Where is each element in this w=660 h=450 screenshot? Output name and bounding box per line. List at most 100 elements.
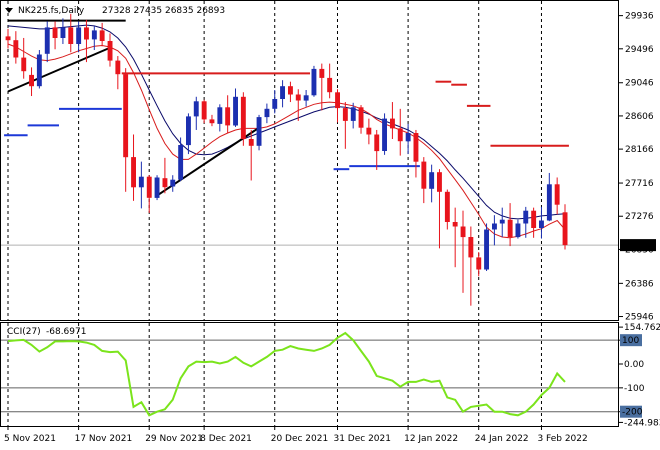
- collapse-triangle-icon[interactable]: [5, 8, 13, 13]
- candle-body-65: [515, 223, 521, 238]
- candle-body-36: [288, 86, 293, 95]
- cci-series: [7, 331, 566, 417]
- candle-body-63: [499, 219, 505, 224]
- candle-body-10: [84, 27, 89, 40]
- candle-body-64: [507, 219, 513, 237]
- candle-body-16: [131, 157, 136, 188]
- price-axis: 2993629496290462860628166277162727626836…: [619, 12, 656, 323]
- cci-tick-label-0: 154.7623: [624, 323, 660, 333]
- fast-moving-average-line: [7, 43, 566, 239]
- candle-body-47: [374, 134, 380, 152]
- ohlc-values: 27328 27435 26835 26893: [102, 6, 225, 16]
- candle-body-71: [562, 212, 568, 246]
- price-tick-label-5: 27716: [625, 179, 654, 189]
- candle-body-69: [546, 184, 552, 221]
- cci-tick-label-3: -100: [624, 384, 645, 394]
- candle-body-31: [248, 139, 254, 146]
- candle-body-57: [452, 222, 458, 227]
- price-tick-label-0: 29936: [625, 12, 654, 22]
- cci-level-badge-1: [620, 334, 642, 347]
- candle-body-32: [256, 117, 262, 146]
- cci-tick-label-1: 100: [622, 336, 639, 346]
- candle-body-70: [554, 184, 560, 205]
- candle-body-4: [36, 54, 42, 87]
- cci-level-badge-4: [620, 405, 642, 418]
- candle-body-12: [99, 30, 105, 41]
- candle-body-14: [115, 60, 121, 75]
- candle-body-37: [295, 94, 301, 101]
- candle-body-60: [476, 257, 482, 270]
- candle-body-43: [342, 108, 348, 121]
- candle-body-7: [60, 27, 66, 38]
- cci-axis: 154.7623 100 0.00 -100 -200-244.983: [619, 323, 660, 428]
- price-overlays: [4, 19, 569, 239]
- candle-body-55: [437, 172, 442, 192]
- candle-body-18: [146, 176, 152, 198]
- time-tick-label-2: 29 Nov 2021: [145, 434, 203, 444]
- cci-current-value: -68.6971: [46, 327, 86, 337]
- candle-body-29: [233, 96, 238, 126]
- candle-body-39: [311, 68, 317, 96]
- cci-panel-frame: [0, 322, 619, 427]
- candle-body-19: [154, 177, 160, 198]
- candle-body-44: [350, 107, 356, 121]
- candle-body-61: [484, 229, 489, 270]
- price-tick-label-6: 27276: [625, 212, 654, 222]
- candle-body-54: [429, 172, 435, 189]
- time-tick-label-3: 8 Dec 2021: [200, 434, 252, 444]
- candle-body-27: [217, 107, 223, 124]
- candle-body-21: [170, 179, 176, 187]
- cci-grid: [0, 323, 619, 426]
- current-price-badge: [620, 239, 656, 252]
- trend-line-0: [7, 46, 111, 93]
- price-candles: [5, 13, 568, 306]
- candle-body-8: [68, 27, 74, 44]
- cci-tick-label-4: -200: [622, 408, 643, 418]
- time-tick-label-4: 20 Dec 2021: [271, 434, 329, 444]
- candle-body-23: [186, 116, 191, 146]
- candle-body-62: [492, 223, 497, 230]
- candle-body-13: [107, 41, 113, 61]
- candle-body-15: [123, 74, 129, 158]
- current-price-label: 26893: [622, 241, 651, 251]
- candle-body-34: [272, 99, 278, 109]
- candle-body-30: [240, 96, 246, 139]
- candle-body-67: [531, 210, 537, 228]
- candle-body-51: [405, 133, 411, 142]
- candle-body-66: [523, 210, 529, 224]
- time-tick-label-1: 17 Nov 2021: [75, 434, 133, 444]
- price-tick-label-8: 26386: [625, 279, 654, 289]
- time-tick-label-8: 3 Feb 2022: [537, 434, 587, 444]
- time-tick-label-6: 12 Jan 2022: [404, 434, 458, 444]
- cci-indicator-name: CCI(27): [7, 327, 41, 337]
- candle-body-2: [21, 57, 27, 72]
- time-tick-label-0: 5 Nov 2021: [4, 434, 56, 444]
- candle-body-0: [5, 36, 11, 41]
- candle-body-56: [444, 191, 450, 222]
- candle-body-24: [193, 101, 199, 117]
- candle-body-33: [264, 108, 270, 118]
- panel-frames: [0, 0, 619, 427]
- candle-body-5: [44, 27, 50, 54]
- candle-body-48: [382, 118, 387, 151]
- price-tick-label-4: 28166: [625, 145, 654, 155]
- price-tick-label-1: 29496: [625, 45, 654, 55]
- candle-body-20: [162, 178, 168, 188]
- candle-body-41: [327, 77, 333, 93]
- candle-body-52: [413, 133, 419, 162]
- candle-body-49: [390, 118, 395, 129]
- candle-body-50: [397, 128, 403, 142]
- candle-body-26: [209, 119, 215, 124]
- cci-header: CCI(27) -68.6971: [7, 327, 86, 337]
- cci-line: [7, 331, 566, 417]
- price-tick-label-2: 29046: [625, 79, 654, 89]
- candle-body-9: [76, 27, 82, 44]
- candle-body-68: [539, 220, 544, 228]
- cci-tick-label-2: 0.00: [624, 360, 644, 370]
- candle-body-46: [366, 127, 372, 135]
- time-tick-label-7: 24 Jan 2022: [475, 434, 529, 444]
- candle-body-58: [460, 226, 466, 238]
- slow-moving-average-line: [7, 24, 566, 220]
